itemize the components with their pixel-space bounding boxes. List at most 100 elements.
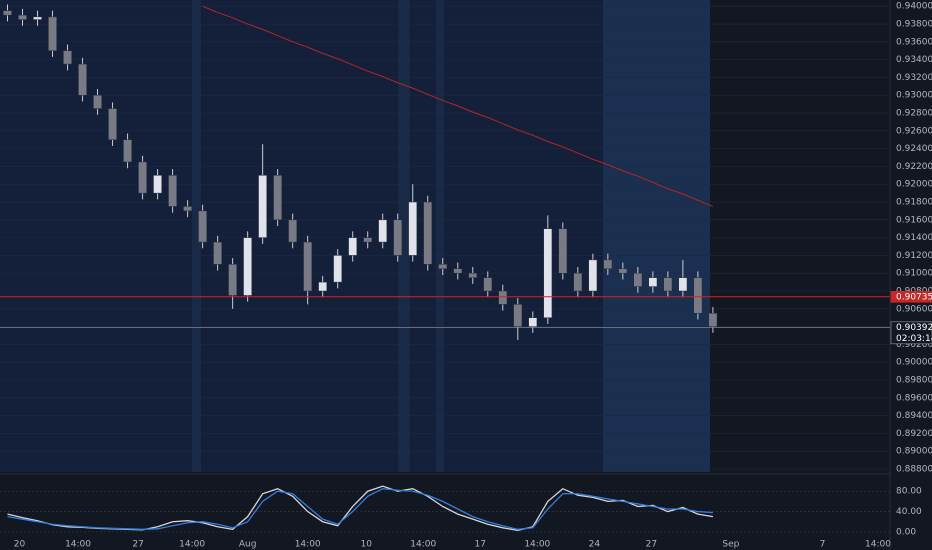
- candle-body: [618, 268, 628, 274]
- y-tick-label: 0.89000: [896, 447, 932, 457]
- x-tick-label: 14:00: [295, 540, 321, 550]
- x-tick-label: 27: [646, 540, 657, 550]
- candle-body: [558, 228, 568, 274]
- candle-body: [258, 175, 268, 238]
- candle-body: [333, 255, 343, 283]
- y-tick-label: 0.93400: [896, 55, 932, 65]
- x-tick-label: 14:00: [179, 540, 205, 550]
- candle-body: [708, 313, 718, 327]
- x-tick-label: 14:00: [410, 540, 436, 550]
- candle-body: [573, 272, 583, 292]
- x-tick-label: Sep: [722, 540, 739, 550]
- y-tick-label: 0.93600: [896, 37, 932, 47]
- candle-body: [33, 16, 42, 20]
- y-tick-label: 0.92600: [896, 126, 932, 136]
- candle-body: [273, 175, 283, 221]
- price-label: 0.90392: [896, 323, 932, 333]
- candle-body: [198, 210, 207, 243]
- candle-body: [93, 94, 102, 109]
- price-label: 0.90735: [896, 292, 932, 302]
- session-bg: [0, 0, 710, 472]
- candle-body: [438, 264, 448, 270]
- candle-body: [648, 277, 658, 287]
- candle-body: [303, 241, 313, 292]
- candle-body: [633, 272, 643, 287]
- y-tick-label: 0.92200: [896, 162, 932, 172]
- candle-body: [138, 161, 147, 194]
- candle-body: [213, 241, 222, 265]
- countdown-label: 02:03:14: [896, 334, 932, 344]
- y-tick-label: 0.89600: [896, 393, 932, 403]
- x-tick-label: 20: [14, 540, 26, 550]
- candle-body: [348, 237, 358, 256]
- candle-body: [588, 259, 598, 292]
- moving-average: [202, 5, 714, 207]
- session-band: [192, 0, 201, 472]
- candle-body: [678, 277, 688, 292]
- y-tick-label: 40.00: [896, 507, 922, 517]
- y-tick-label: 0.91200: [896, 251, 932, 261]
- y-tick-label: 0.93200: [896, 73, 932, 83]
- candle-body: [513, 304, 523, 327]
- candle-body: [408, 201, 418, 256]
- y-tick-label: 0.90200: [896, 340, 932, 350]
- candle-body: [153, 175, 162, 194]
- y-tick-label: 0.93800: [896, 20, 932, 30]
- y-tick-label: 0.90000: [896, 358, 932, 368]
- x-tick-label: 14:00: [865, 540, 891, 550]
- candle-body: [663, 277, 673, 292]
- y-tick-label: 0.93000: [896, 91, 932, 101]
- candle-body: [288, 219, 298, 243]
- y-tick-label: 0.89400: [896, 411, 932, 421]
- session-band: [603, 0, 710, 472]
- y-tick-label: 0.91800: [896, 198, 932, 208]
- candle-body: [168, 175, 177, 207]
- candle-body: [48, 16, 57, 51]
- candle-body: [123, 139, 132, 163]
- candle-body: [243, 237, 253, 296]
- x-tick-label: 14:00: [524, 540, 550, 550]
- candle-body: [528, 317, 538, 327]
- candle-body: [423, 201, 433, 265]
- candle-body: [183, 206, 192, 212]
- x-tick-label: Aug: [239, 540, 257, 550]
- candle-body: [3, 10, 12, 16]
- y-tick-label: 0.88800: [896, 465, 932, 475]
- y-tick-label: 0.89800: [896, 376, 932, 386]
- session-band: [398, 0, 410, 472]
- candle-body: [18, 14, 27, 20]
- y-tick-label: 0.94000: [896, 2, 932, 12]
- y-tick-label: 0.90600: [896, 304, 932, 314]
- candle-body: [543, 228, 553, 318]
- candle-body: [363, 237, 373, 243]
- y-tick-label: 0.92800: [896, 109, 932, 119]
- y-tick-label: 80.00: [896, 487, 922, 497]
- candle-body: [453, 268, 463, 274]
- session-band: [436, 0, 444, 472]
- y-tick-label: 0.00: [896, 527, 916, 537]
- candle-body: [393, 219, 403, 256]
- candle-body: [378, 219, 388, 243]
- candle-body: [108, 108, 117, 140]
- y-tick-label: 0.91000: [896, 269, 932, 279]
- price-label-bg: [890, 321, 932, 345]
- x-tick-label: 10: [360, 540, 372, 550]
- candle-body: [603, 259, 613, 270]
- x-tick-label: 7: [820, 540, 826, 550]
- y-tick-label: 0.92000: [896, 180, 932, 190]
- candle-body: [228, 264, 238, 296]
- candle-body: [483, 277, 493, 292]
- oscillator-line: [7, 488, 713, 530]
- price-label-bg: [890, 290, 932, 303]
- x-tick-label: 24: [589, 540, 601, 550]
- y-tick-label: 0.92400: [896, 144, 932, 154]
- candle-body: [63, 50, 72, 65]
- candle-body: [693, 277, 703, 314]
- x-tick-label: 17: [475, 540, 486, 550]
- candle-body: [498, 290, 508, 305]
- y-tick-label: 0.91600: [896, 215, 932, 225]
- x-tick-label: 14:00: [65, 540, 91, 550]
- candle-body: [468, 272, 478, 278]
- y-tick-label: 0.89200: [896, 429, 932, 439]
- candle-body: [78, 63, 87, 96]
